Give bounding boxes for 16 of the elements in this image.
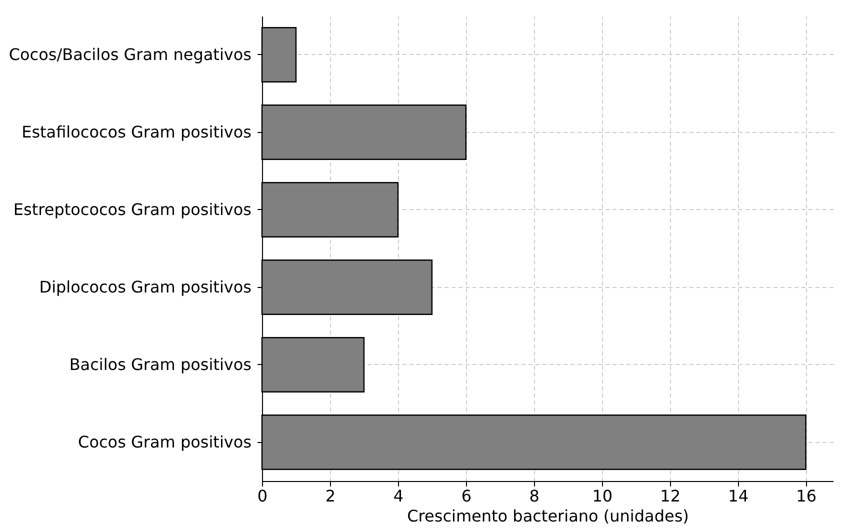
x-axis-title: Crescimento bacteriano (unidades) [407,506,689,526]
x-tick-label: 8 [529,486,540,506]
x-tick-label: 0 [257,486,268,506]
y-tick-label: Estreptococos Gram positivos [13,200,252,219]
y-tick-label: Cocos/Bacilos Gram negativos [8,44,252,64]
y-tick-label: Diplococos Gram positivos [39,277,252,296]
x-tick-label: 12 [660,486,681,506]
y-tick-label: Bacilos Gram positivos [69,354,252,374]
x-tick-label: 4 [393,486,404,506]
y-tick-label: Estafilococos Gram positivos [22,122,252,142]
x-tick-label: 10 [592,486,613,506]
x-tick-label: 14 [728,486,749,506]
y-tick-label: Cocos Gram positivos [78,432,252,452]
x-tick-label: 6 [461,486,472,506]
x-tick-label: 2 [325,486,336,506]
x-tick-label: 16 [796,486,816,506]
